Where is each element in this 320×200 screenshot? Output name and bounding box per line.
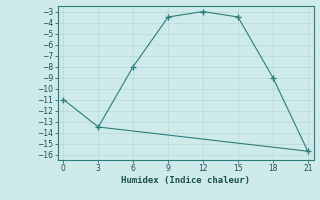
- X-axis label: Humidex (Indice chaleur): Humidex (Indice chaleur): [121, 176, 250, 185]
